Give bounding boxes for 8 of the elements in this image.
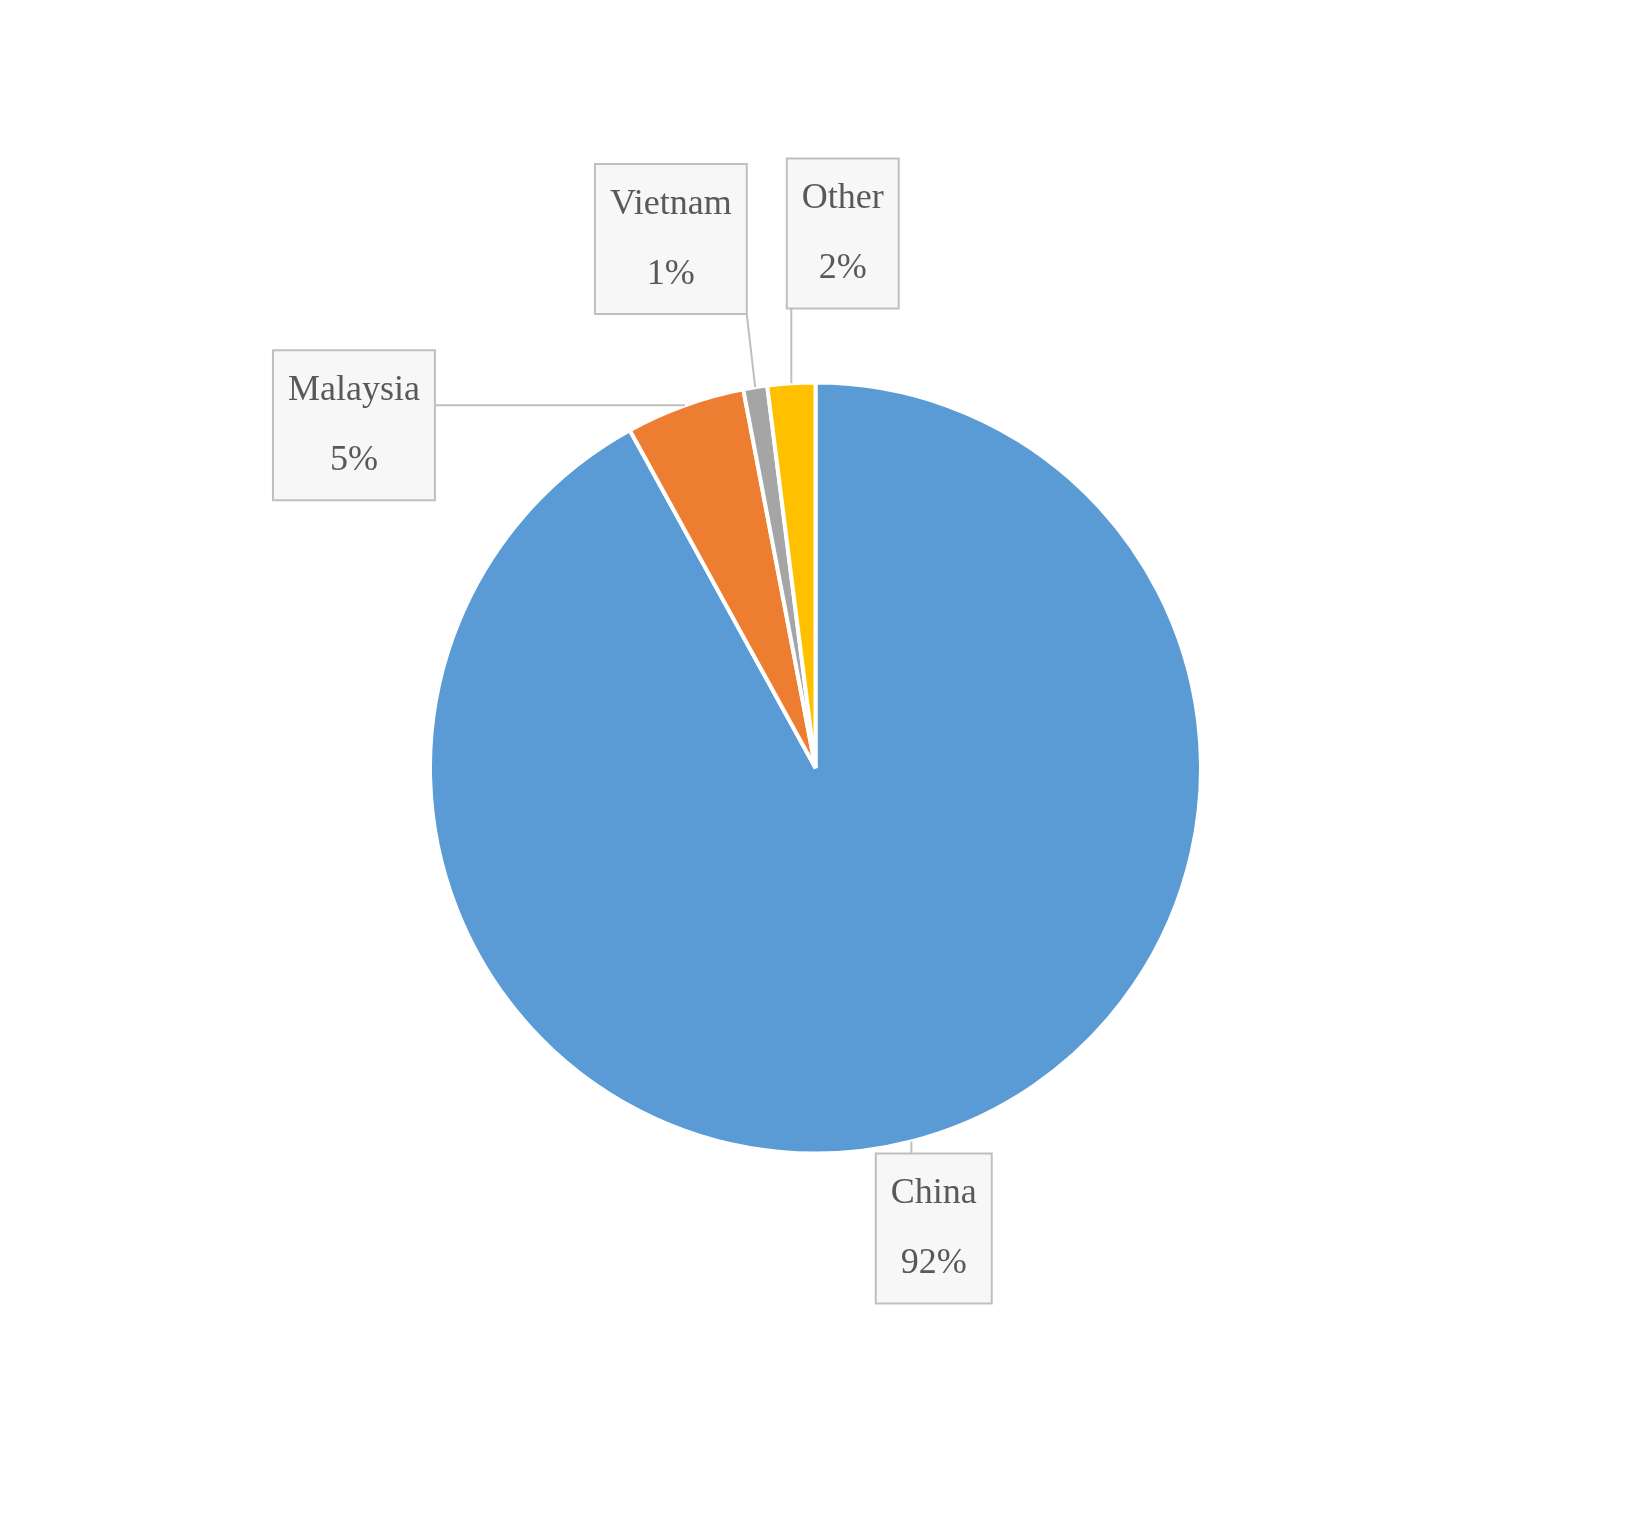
slice-label: Other (801, 176, 884, 217)
slice-label: China (890, 1171, 977, 1212)
slice-label: Malaysia (287, 367, 420, 408)
data-label: 1% (646, 251, 695, 292)
data-label: 2% (818, 246, 867, 287)
slice-label: Vietnam (609, 181, 732, 222)
data-label: 92% (900, 1241, 967, 1282)
data-label: 5% (329, 437, 378, 478)
